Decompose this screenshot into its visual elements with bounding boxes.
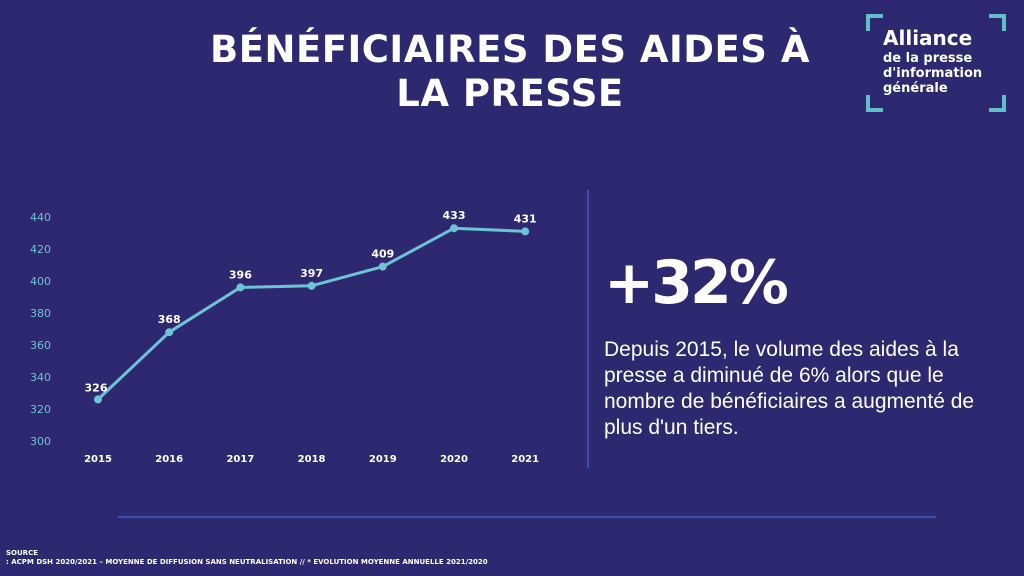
logo-line-3: d'information (883, 66, 983, 81)
description-text: Depuis 2015, le volume des aides à la pr… (604, 338, 975, 439)
vertical-divider (587, 190, 589, 468)
x-tick-label: 2017 (226, 454, 254, 465)
source-label: SOURCE (6, 549, 38, 557)
source-note: SOURCE : ACPM DSH 2020/2021 – MOYENNE DE… (6, 549, 488, 567)
data-point (307, 281, 316, 290)
data-point (521, 227, 530, 236)
data-label: 409 (371, 248, 394, 261)
x-tick-label: 2019 (369, 454, 397, 465)
data-label: 396 (229, 268, 252, 281)
y-tick-label: 400 (30, 275, 51, 288)
highlight-percentage: +32% (604, 248, 789, 318)
title-line-1: BÉNÉFICIAIRES DES AIDES À (210, 28, 810, 71)
logo-bracket-top-right (989, 14, 1006, 31)
logo-bracket-bottom-right (989, 95, 1006, 112)
data-label: 326 (85, 381, 108, 394)
data-label: 397 (300, 267, 323, 280)
logo-bracket-bottom-left (866, 95, 883, 112)
data-point (94, 395, 102, 404)
data-point (236, 283, 245, 292)
logo-line-2: de la presse (883, 51, 973, 66)
source-text: : ACPM DSH 2020/2021 – MOYENNE DE DIFFUS… (6, 558, 488, 566)
logo-subtitle: de la presse d'information générale (883, 51, 982, 96)
y-tick-label: 380 (30, 307, 51, 320)
data-label: 368 (158, 313, 181, 326)
logo-title: Alliance (883, 26, 973, 50)
data-point (378, 262, 387, 271)
y-tick-label: 420 (30, 243, 51, 256)
y-tick-label: 300 (30, 435, 51, 448)
y-tick-label: 320 (30, 403, 51, 416)
page-title: BÉNÉFICIAIRES DES AIDES À LA PRESSE (150, 28, 870, 116)
x-tick-label: 2021 (511, 454, 539, 465)
x-tick-label: 2016 (155, 454, 183, 465)
x-tick-label: 2018 (298, 454, 326, 465)
y-tick-label: 340 (30, 371, 51, 384)
data-point (165, 328, 174, 337)
alliance-logo: Alliance de la presse d'information géné… (866, 14, 1006, 112)
logo-bracket-top-left (866, 14, 883, 31)
y-tick-label: 360 (30, 339, 51, 352)
x-tick-label: 2015 (84, 454, 112, 465)
title-line-2: LA PRESSE (396, 72, 624, 115)
horizontal-divider (118, 516, 936, 518)
data-label: 433 (443, 209, 466, 222)
y-tick-label: 440 (30, 211, 51, 224)
x-tick-label: 2020 (440, 454, 468, 465)
beneficiaries-line-chart: 300 320 340 360 380 400 420 440 2015 2016 2017 2018… (30, 209, 539, 465)
data-point (450, 224, 458, 233)
data-label: 431 (514, 212, 537, 225)
logo-line-4: générale (883, 81, 948, 96)
